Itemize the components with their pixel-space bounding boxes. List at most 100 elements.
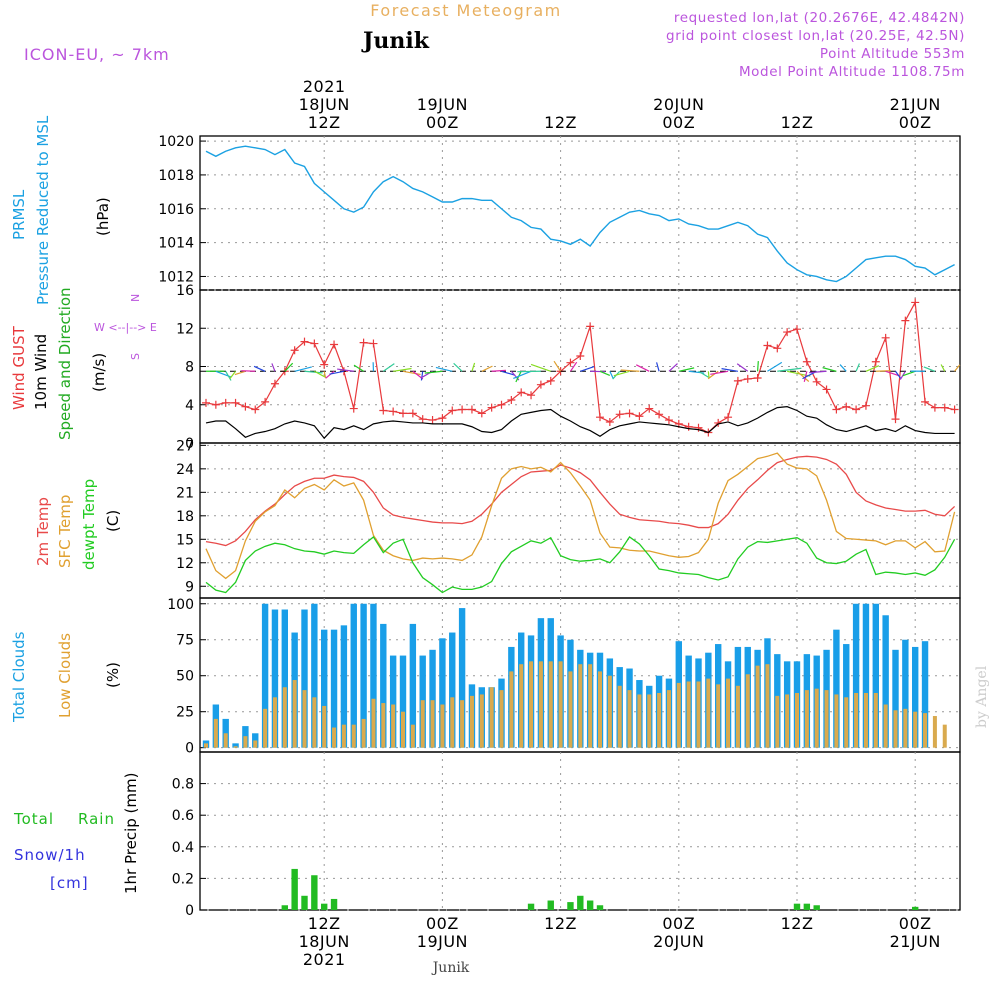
gust-marker: [901, 316, 910, 325]
label-pressure-msl: Pressure Reduced to MSL: [34, 115, 52, 305]
gust-marker: [921, 397, 930, 406]
gust-marker: [211, 400, 220, 409]
requested-coords: requested lon,lat (20.2676E, 42.4842N): [674, 10, 965, 26]
gust-marker: [852, 405, 861, 414]
top-axis-date: 18JUN: [299, 95, 350, 114]
bar-low-cloud: [726, 678, 731, 748]
ytick-label: 1018: [158, 168, 194, 184]
model-altitude: Model Point Altitude 1108.75m: [739, 64, 965, 80]
gust-marker: [231, 398, 240, 407]
gust-marker: [733, 376, 742, 385]
gust-marker: [822, 385, 831, 394]
bar-total-cloud: [439, 638, 446, 748]
bottom-axis-date: 19JUN: [417, 932, 468, 951]
bottom-axis-hour: 12Z: [781, 914, 814, 933]
label-snow: Snow/1h: [14, 846, 86, 864]
gust-marker: [891, 415, 900, 424]
wind-arrow: [580, 366, 595, 372]
wind-arrow: [325, 370, 335, 379]
top-axis-hour: 12Z: [308, 113, 341, 132]
bar-low-cloud: [499, 690, 504, 748]
bar-low-cloud: [568, 671, 573, 748]
gust-marker: [251, 405, 260, 414]
wind-arrow: [865, 365, 880, 372]
wind-arrow: [757, 361, 759, 372]
bar-low-cloud: [834, 694, 839, 748]
wind-arrow: [609, 371, 614, 380]
bar-rain: [321, 903, 328, 910]
label-rain: Rain: [78, 810, 115, 828]
wind-arrow: [895, 370, 902, 379]
gust-marker: [625, 409, 634, 418]
bar-low-cloud: [745, 674, 750, 748]
gust-marker: [507, 395, 516, 404]
ytick-label: 0.4: [172, 840, 194, 856]
meteogram-title: Forecast Meteogram: [370, 1, 561, 20]
gust-marker: [546, 376, 555, 385]
bar-low-cloud: [371, 698, 376, 748]
label-precip-mm: 1hr Precip (mm): [122, 773, 140, 894]
gust-marker: [812, 377, 821, 386]
gust-marker: [911, 298, 920, 307]
gust-marker: [517, 388, 526, 397]
bar-low-cloud: [696, 681, 701, 748]
series-10m-wind: [205, 406, 955, 440]
wind-arrow: [635, 364, 650, 372]
bar-low-cloud: [617, 685, 622, 748]
label-cm: [cm]: [50, 874, 89, 892]
gust-marker: [596, 413, 604, 422]
bar-low-cloud: [893, 710, 898, 748]
wind-arrow: [453, 362, 463, 372]
bar-total-cloud: [921, 641, 929, 748]
bottom-axis-hour: 00Z: [899, 914, 932, 933]
ytick-label: 16: [176, 283, 194, 299]
bar-low-cloud: [233, 746, 238, 748]
bar-low-cloud: [529, 661, 534, 748]
label-prmsl: PRMSL: [10, 189, 28, 240]
bar-low-cloud: [627, 690, 632, 748]
gust-marker: [497, 400, 506, 409]
wind-arrow: [393, 367, 412, 372]
bar-low-cloud: [450, 697, 455, 748]
gust-marker: [379, 406, 388, 415]
bar-total-cloud: [232, 743, 239, 748]
ytick-label: 0: [185, 741, 194, 757]
bar-low-cloud: [824, 690, 829, 748]
wind-arrow: [875, 370, 891, 372]
wind-arrow: [721, 368, 738, 372]
label-total-clouds: Total Clouds: [10, 631, 28, 723]
compass-we: W <--|--> E: [94, 321, 157, 334]
wind-arrow: [284, 362, 294, 372]
bar-low-cloud: [263, 708, 268, 748]
bar-total-cloud: [449, 632, 456, 748]
ytick-label: 18: [176, 509, 194, 525]
bar-total-cloud: [833, 629, 840, 748]
bar-low-cloud: [765, 664, 770, 748]
gust-marker: [270, 379, 279, 388]
bar-low-cloud: [401, 711, 405, 748]
bar-rain: [586, 900, 594, 910]
bar-low-cloud: [607, 675, 612, 748]
bar-total-cloud: [330, 629, 338, 748]
ytick-label: 1016: [158, 202, 194, 218]
chart-panels: 1012 1014 1016 1018 1020 0 4 8 12 16 9 12 15 18 21 24 27…: [158, 134, 961, 919]
wind-arrow: [229, 370, 237, 380]
wind-arrow: [822, 367, 837, 372]
bar-rain: [281, 905, 288, 910]
gust-marker: [467, 405, 476, 414]
gust-marker: [950, 405, 959, 414]
bar-low-cloud: [657, 692, 662, 748]
gust-marker: [261, 397, 270, 406]
bar-low-cloud: [735, 685, 740, 748]
point-altitude: Point Altitude 553m: [820, 46, 965, 62]
wind-arrow: [678, 367, 695, 372]
wind-arrow: [234, 370, 246, 376]
wind-arrow: [501, 370, 516, 376]
panel-clouds: 0 25 50 75 100: [167, 597, 961, 757]
gust-marker: [330, 340, 339, 349]
gust-marker: [290, 346, 299, 355]
ytick-label: 21: [176, 485, 194, 501]
label-dewpt-temp: dewpt Temp: [80, 479, 98, 570]
